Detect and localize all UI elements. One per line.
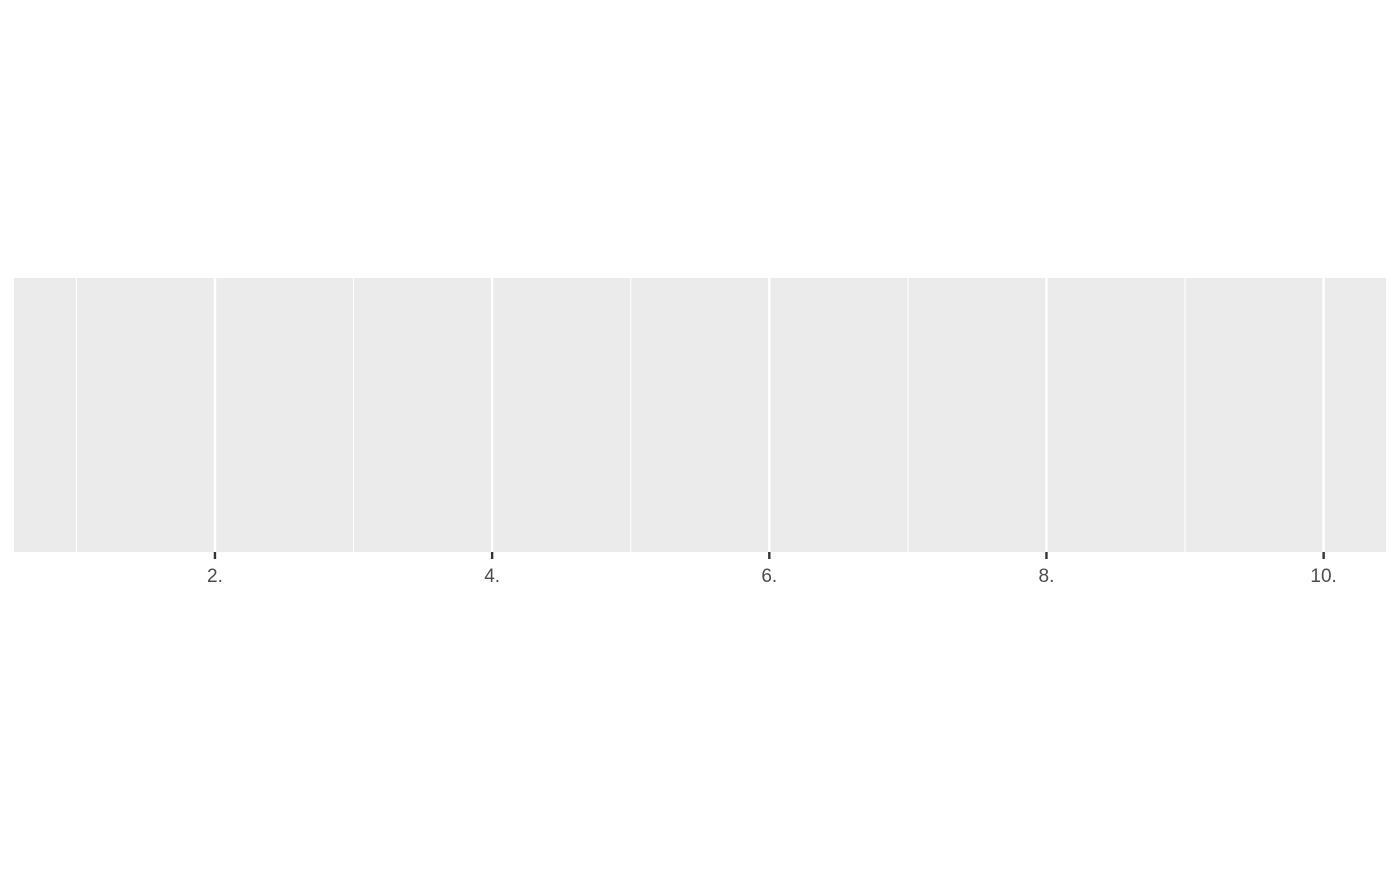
x-axis-tick-labels: 2. 4. 6. 8. 10.	[207, 566, 1337, 587]
minor-gridlines	[75, 278, 1186, 552]
x-tick-label: 10.	[1310, 566, 1336, 587]
plot-panel	[14, 278, 1386, 552]
x-tick-label: 2.	[207, 566, 223, 587]
x-tick-label: 4.	[484, 566, 500, 587]
x-axis-ticks	[213, 552, 1325, 559]
major-gridlines	[213, 278, 1325, 552]
x-tick-label: 8.	[1039, 566, 1055, 587]
x-tick-label: 6.	[761, 566, 777, 587]
